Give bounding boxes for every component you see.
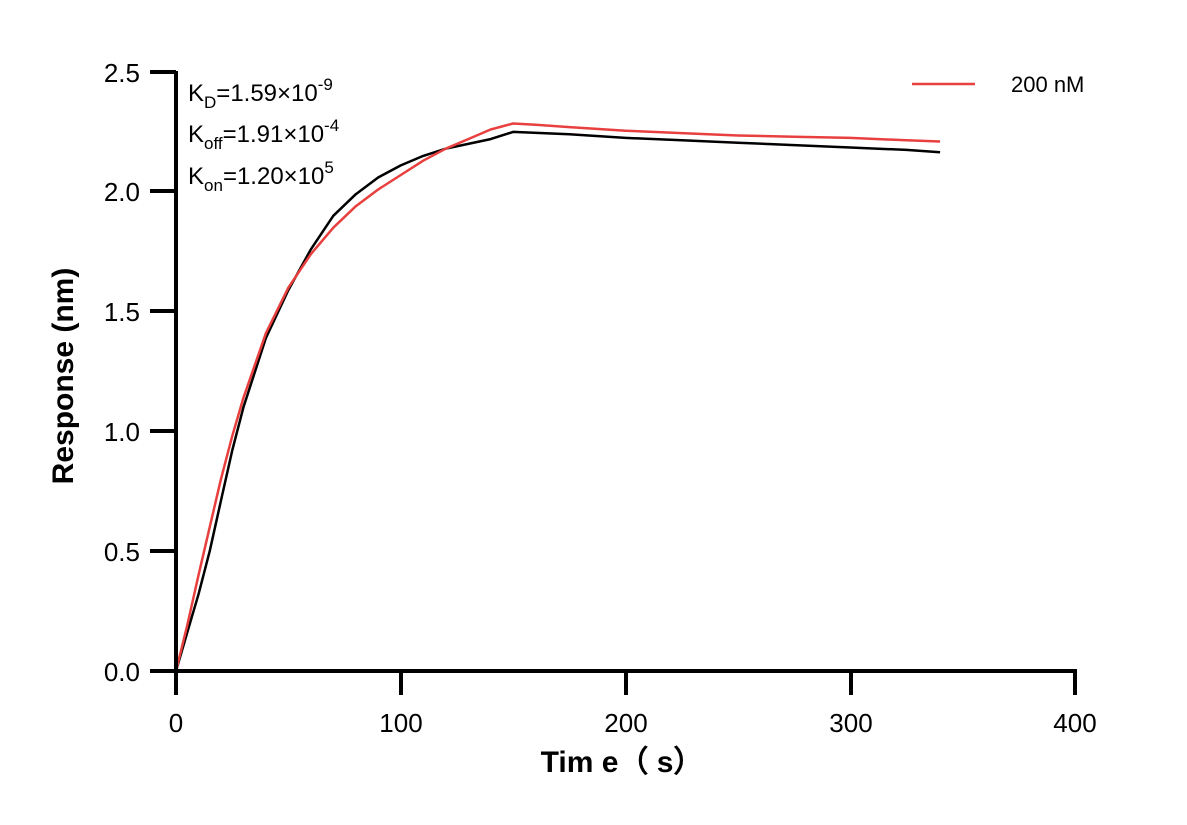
legend-label-200nm: 200 nM xyxy=(1011,72,1084,97)
y-tick-label: 1.0 xyxy=(104,417,140,447)
y-ticks: 0.0 0.5 1.0 1.5 2.0 2.5 xyxy=(104,58,176,687)
x-tick-label: 0 xyxy=(169,708,183,738)
kd-value: =1.59×10 xyxy=(216,80,317,107)
kinetics-annotation: KD=1.59×10-9 Koff=1.91×10-4 Kon=1.20×105 xyxy=(188,75,339,195)
koff-annotation: Koff=1.91×10-4 xyxy=(188,116,339,153)
kd-annotation: KD=1.59×10-9 xyxy=(188,75,333,112)
x-tick-label: 100 xyxy=(379,708,422,738)
y-axis-title: Response (nm) xyxy=(47,268,80,485)
series-line-fit xyxy=(174,130,941,672)
x-tick-label: 200 xyxy=(604,708,647,738)
kon-value: =1.20×10 xyxy=(223,163,324,190)
y-tick-label: 0.0 xyxy=(104,657,140,687)
x-axis-title: Tim e（ s） xyxy=(541,745,704,779)
x-ticks: 0 100 200 300 400 xyxy=(169,671,1097,738)
koff-value: =1.91×10 xyxy=(223,121,324,148)
series-line-200nm xyxy=(174,122,941,672)
kon-symbol: K xyxy=(188,163,204,190)
x-tick-label: 300 xyxy=(829,708,872,738)
y-tick-label: 2.5 xyxy=(104,58,140,88)
koff-exponent: -4 xyxy=(324,116,339,135)
koff-subscript: off xyxy=(204,134,223,153)
kon-subscript: on xyxy=(204,176,223,195)
y-tick-label: 0.5 xyxy=(104,537,140,567)
kd-symbol: K xyxy=(188,80,204,107)
kon-annotation: Kon=1.20×105 xyxy=(188,158,334,195)
legend: 200 nM xyxy=(912,72,1084,97)
kd-subscript: D xyxy=(204,93,216,112)
y-tick-label: 1.5 xyxy=(104,297,140,327)
x-tick-label: 400 xyxy=(1053,708,1096,738)
kd-exponent: -9 xyxy=(318,75,333,94)
koff-symbol: K xyxy=(188,121,204,148)
y-tick-label: 2.0 xyxy=(104,177,140,207)
kon-exponent: 5 xyxy=(324,158,333,177)
series-layer xyxy=(174,122,941,672)
